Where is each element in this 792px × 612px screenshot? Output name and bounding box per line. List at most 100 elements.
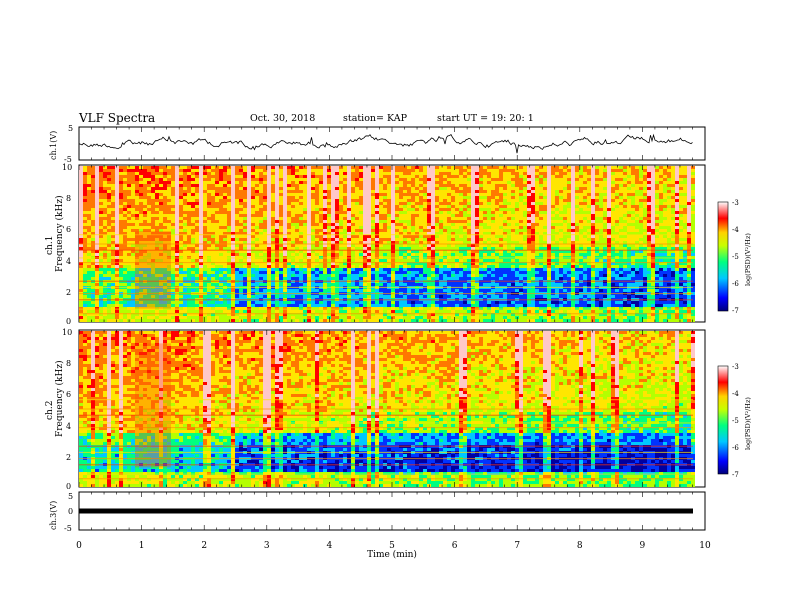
spectrogram-cell: [355, 223, 359, 226]
spectrogram-cell: [199, 319, 203, 322]
spectrogram-cell: [267, 250, 271, 253]
spectrogram-cell: [315, 253, 319, 256]
spectrogram-cell: [367, 307, 371, 310]
spectrogram-cell: [279, 301, 283, 304]
spectrogram-cell: [259, 277, 263, 280]
spectrogram-cell: [123, 211, 127, 214]
spectrogram-cell: [419, 202, 423, 205]
spectrogram-cell: [199, 277, 203, 280]
spectrogram-cell: [143, 253, 147, 256]
spectrogram-cell: [239, 184, 243, 187]
spectrogram-cell: [227, 253, 231, 256]
spectrogram-cell: [339, 262, 343, 265]
spectrogram-cell: [219, 187, 223, 190]
spectrogram-cell: [139, 193, 143, 196]
spectrogram-cell: [79, 310, 83, 313]
spectrogram-cell: [99, 274, 103, 277]
spectrogram-cell: [215, 205, 219, 208]
spectrogram-cell: [323, 211, 327, 214]
spectrogram-cell: [155, 313, 159, 316]
spectrogram-cell: [267, 223, 271, 226]
spectrogram-cell: [287, 169, 291, 172]
spectrogram-cell: [171, 295, 175, 298]
spectrogram-cell: [199, 241, 203, 244]
spectrogram-cell: [395, 193, 399, 196]
spectrogram-cell: [419, 238, 423, 241]
spectrogram-cell: [415, 238, 419, 241]
spectrogram-cell: [231, 307, 235, 310]
spectrogram-cell: [391, 313, 395, 316]
spectrogram-cell: [355, 295, 359, 298]
spectrogram-cell: [147, 166, 151, 169]
spectrogram-cell: [431, 241, 435, 244]
spectrogram-cell: [255, 238, 259, 241]
spectrogram-cell: [127, 259, 131, 262]
spectrogram-cell: [443, 169, 447, 172]
spectrogram-cell: [151, 265, 155, 268]
spectrogram-cell: [115, 301, 119, 304]
spectrogram-cell: [123, 277, 127, 280]
spectrogram-cell: [99, 229, 103, 232]
spectrogram-cell: [251, 214, 255, 217]
spectrogram-cell: [91, 169, 95, 172]
spectrogram-cell: [451, 310, 455, 313]
spectrogram-cell: [91, 289, 95, 292]
spectrogram-cell: [239, 235, 243, 238]
spectrogram-cell: [403, 289, 407, 292]
spectrogram-cell: [387, 304, 391, 307]
spectrogram-cell: [315, 247, 319, 250]
spectrogram-cell: [399, 244, 403, 247]
spectrogram-cell: [359, 268, 363, 271]
spectrogram-cell: [347, 253, 351, 256]
spectrogram-cell: [343, 202, 347, 205]
spectrogram-cell: [127, 172, 131, 175]
spectrogram-cell: [127, 199, 131, 202]
spectrogram-cell: [271, 220, 275, 223]
spectrogram-cell: [287, 310, 291, 313]
spectrogram-cell: [155, 259, 159, 262]
spectrogram-cell: [419, 217, 423, 220]
spectrogram-cell: [203, 175, 207, 178]
spectrogram-cell: [223, 208, 227, 211]
spectrogram-cell: [291, 304, 295, 307]
spectrogram-cell: [319, 169, 323, 172]
spectrogram-cell: [107, 301, 111, 304]
spectrogram-cell: [147, 283, 151, 286]
spectrogram-cell: [383, 313, 387, 316]
spectrogram-cell: [179, 229, 183, 232]
spectrogram-cell: [375, 301, 379, 304]
spectrogram-cell: [447, 247, 451, 250]
spectrogram-cell: [259, 289, 263, 292]
spectrogram-cell: [303, 313, 307, 316]
spectrogram-cell: [427, 250, 431, 253]
spectrogram-cell: [147, 175, 151, 178]
spectrogram-cell: [259, 178, 263, 181]
spectrogram-cell: [379, 253, 383, 256]
spectrogram-cell: [179, 274, 183, 277]
spectrogram-cell: [395, 211, 399, 214]
spectrogram-cell: [263, 181, 267, 184]
spectrogram-cell: [207, 310, 211, 313]
spectrogram-cell: [311, 202, 315, 205]
spectrogram-cell: [307, 166, 311, 169]
spectrogram-cell: [211, 310, 215, 313]
spectrogram-cell: [283, 205, 287, 208]
spectrogram-cell: [363, 220, 367, 223]
spectrogram-cell: [123, 226, 127, 229]
spectrogram-cell: [327, 247, 331, 250]
spectrogram-cell: [231, 202, 235, 205]
spectrogram-cell: [167, 217, 171, 220]
spectrogram-cell: [155, 319, 159, 322]
spectrogram-cell: [415, 220, 419, 223]
spectrogram-cell: [131, 220, 135, 223]
spectrogram-cell: [87, 187, 91, 190]
spectrogram-cell: [163, 232, 167, 235]
spectrogram-cell: [111, 217, 115, 220]
spectrogram-cell: [111, 226, 115, 229]
spectrogram-cell: [211, 295, 215, 298]
spectrogram-cell: [423, 307, 427, 310]
spectrogram-cell: [195, 319, 199, 322]
spectrogram-cell: [311, 199, 315, 202]
spectrogram-cell: [339, 304, 343, 307]
spectrogram-cell: [383, 232, 387, 235]
